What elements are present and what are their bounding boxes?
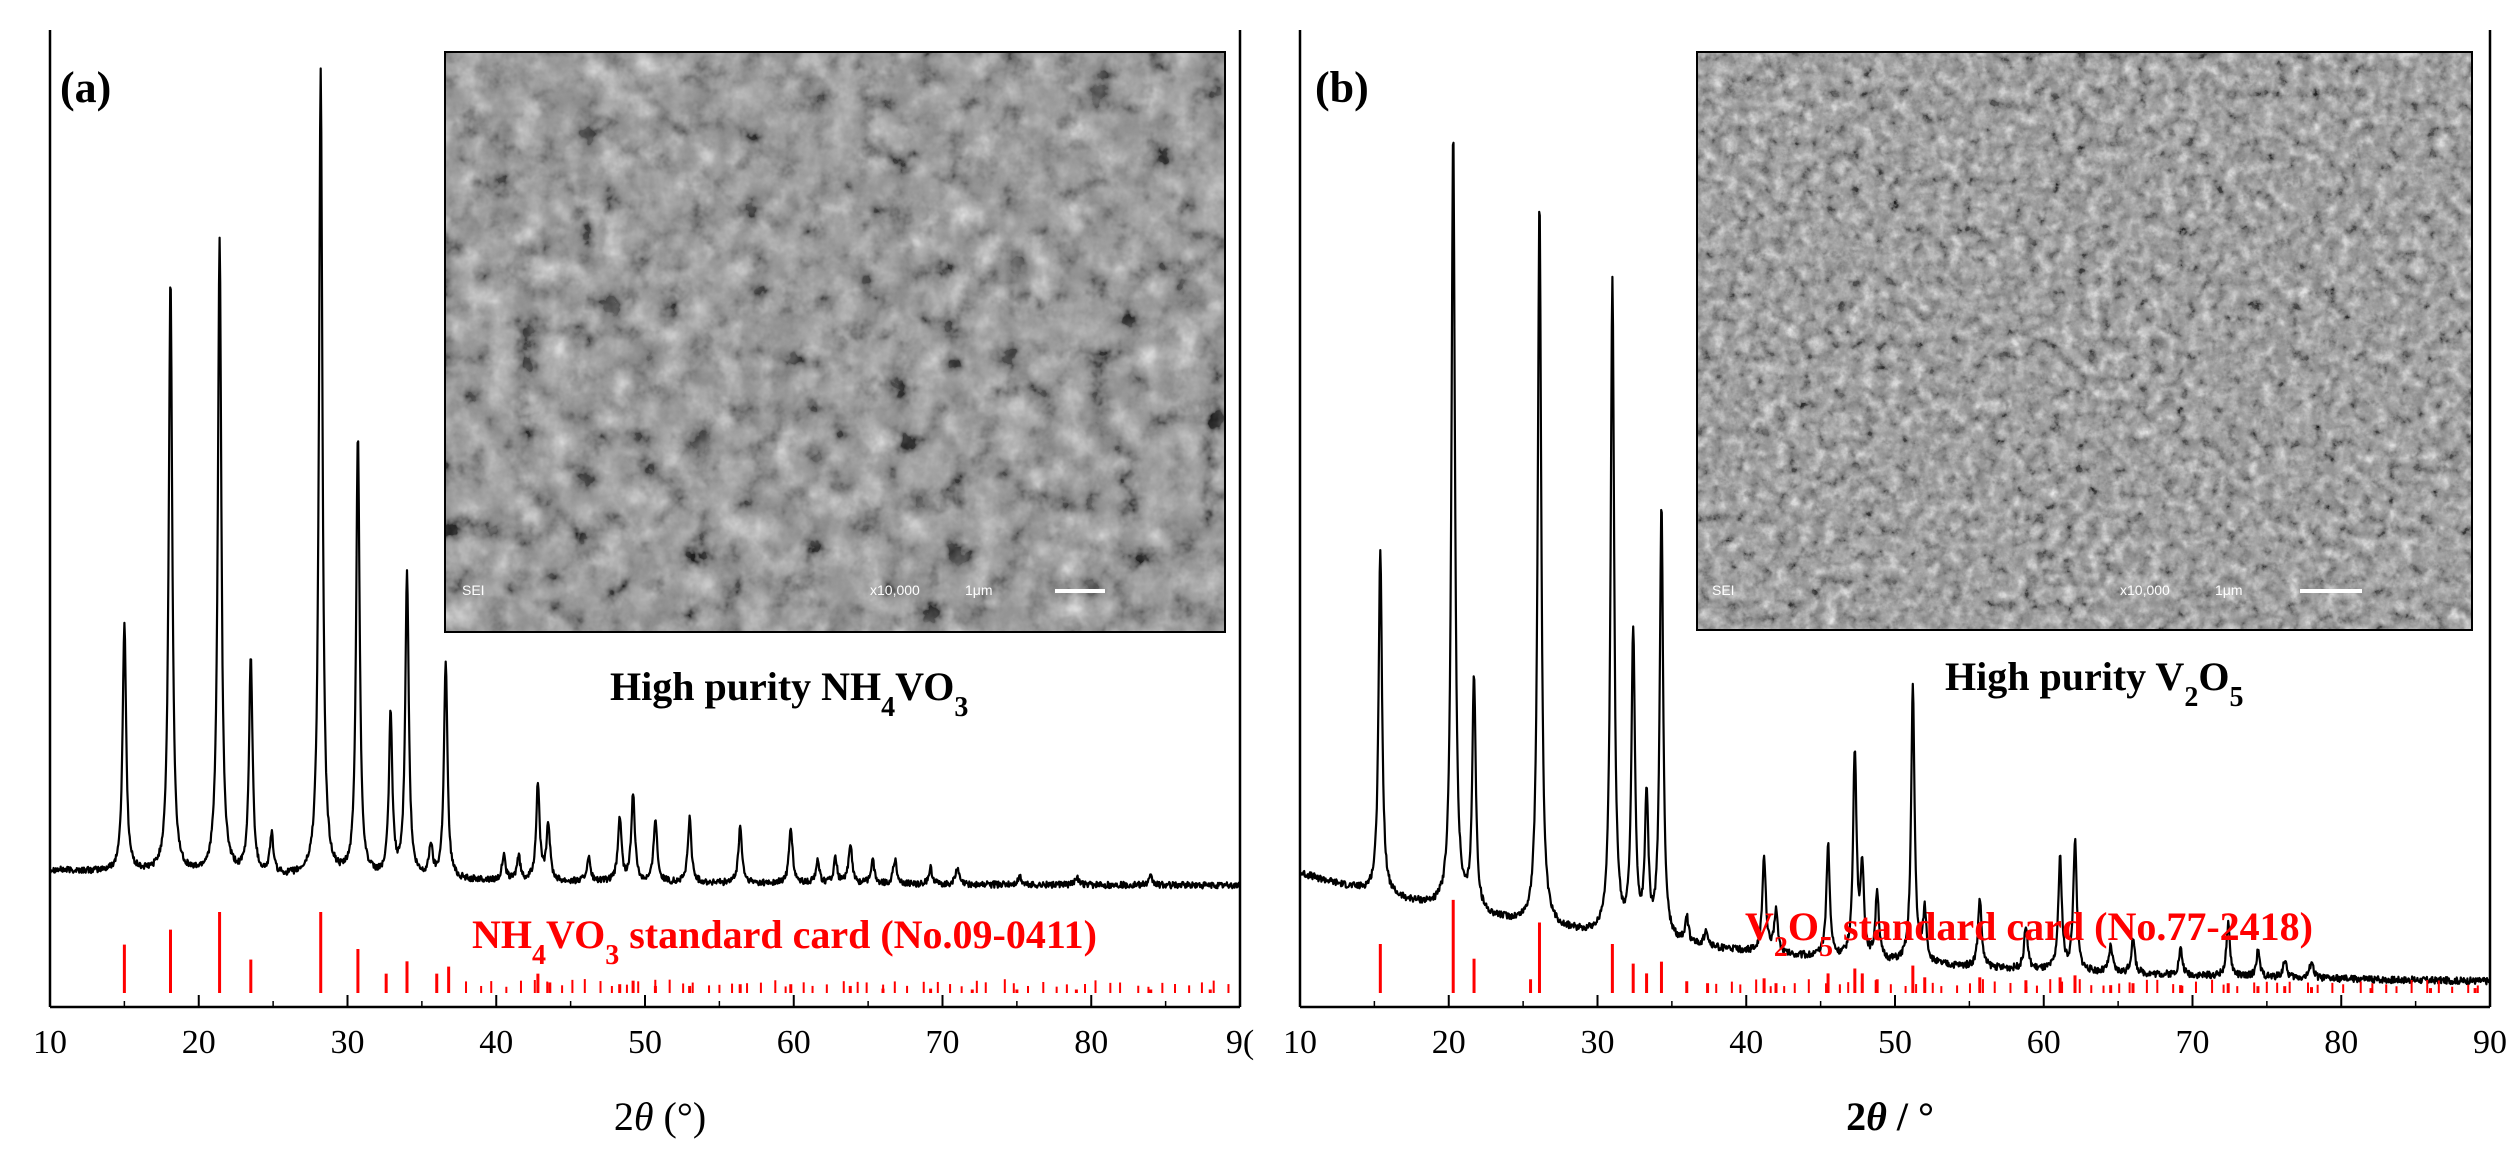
x-tick-label-b: 50 — [1878, 1024, 1912, 1061]
x-tick-label-b: 90 — [2473, 1024, 2507, 1061]
sem-detector-a: SEI — [462, 582, 485, 598]
x-tick-label-b: 80 — [2324, 1024, 2358, 1061]
x-tick-label-b: 20 — [1432, 1024, 1466, 1061]
reference-label-b: V2O5 standard card (No.77-2418) — [1745, 904, 2313, 963]
sem-image-a: SEI x10,000 1μm — [444, 51, 1226, 633]
panel-b: 10 20 30 40 50 60 70 80 90 SEI x10,000 1μm (b) H… — [1283, 30, 2507, 1139]
sem-scale-bar-a — [1055, 589, 1105, 593]
inset-caption-b: High purity V2O5 — [1945, 654, 2243, 713]
x-tick-label-b: 30 — [1581, 1024, 1615, 1061]
x-tick-label-a: 50 — [628, 1024, 662, 1061]
sem-image-b: SEI x10,000 1μm — [1696, 51, 2473, 631]
panel-label-a: (a) — [60, 63, 111, 112]
x-tick-label-a: 60 — [777, 1024, 811, 1061]
panel-a-marks: 10 20 30 40 50 60 70 80 9( — [33, 30, 1254, 1061]
panel-label-b: (b) — [1315, 63, 1369, 112]
x-axis-label-b: 2θ / ° — [1846, 1094, 1934, 1139]
x-tick-label-b: 60 — [2027, 1024, 2061, 1061]
x-tick-label-a: 70 — [926, 1024, 960, 1061]
panel-a: 10 20 30 40 50 60 70 80 9( SEI x10,000 1μm (a) H… — [33, 30, 1254, 1139]
panel-b-marks: 10 20 30 40 50 60 70 80 90 — [1283, 30, 2507, 1061]
inset-caption-a: High purity NH4VO3 — [610, 664, 968, 723]
x-tick-label-a: 10 — [33, 1024, 67, 1061]
x-tick-label-b: 10 — [1283, 1024, 1317, 1061]
sem-scale-bar-b — [2300, 589, 2362, 593]
x-tick-label-a: 20 — [182, 1024, 216, 1061]
x-tick-label-b: 70 — [2176, 1024, 2210, 1061]
sem-scale-label-a: 1μm — [965, 582, 993, 598]
sem-magnification-b: x10,000 — [2120, 582, 2170, 598]
x-tick-label-b: 40 — [1729, 1024, 1763, 1061]
x-tick-label-a: 40 — [479, 1024, 513, 1061]
x-tick-label-a: 30 — [331, 1024, 365, 1061]
sem-magnification-a: x10,000 — [870, 582, 920, 598]
sem-scale-label-b: 1μm — [2215, 582, 2243, 598]
x-tick-label-a: 80 — [1074, 1024, 1108, 1061]
reference-label-a: NH4VO3 standard card (No.09-0411) — [472, 912, 1097, 971]
sem-detector-b: SEI — [1712, 582, 1735, 598]
xrd-pattern-line-b — [1299, 141, 2491, 986]
x-axis-label-a: 2θ (°) — [614, 1094, 706, 1139]
xrd-pattern-line-a — [48, 67, 1241, 890]
x-tick-label-a: 9( — [1226, 1024, 1254, 1061]
